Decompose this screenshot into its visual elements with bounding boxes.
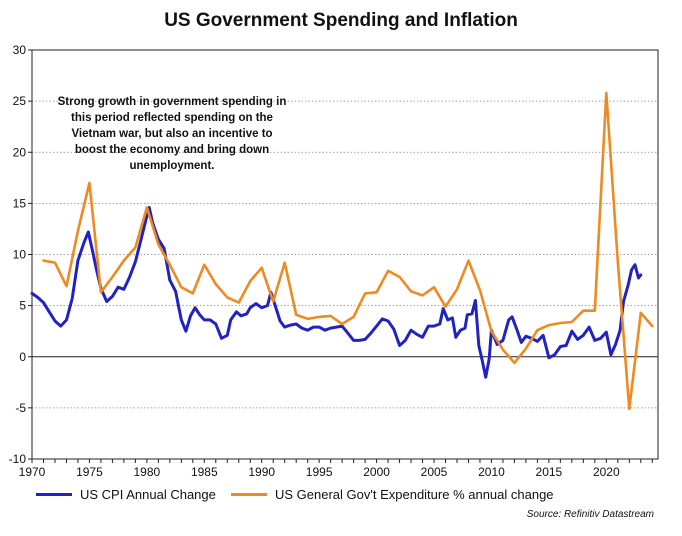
x-tick-label: 2000 [363,465,390,479]
legend-item-gov-expenditure: US General Gov't Expenditure % annual ch… [231,487,554,502]
x-tick-label: 1970 [19,465,46,479]
y-tick-label: 10 [13,248,27,262]
x-tick-label: 1990 [248,465,275,479]
x-tick-label: 2020 [593,465,620,479]
x-tick-label: 2015 [536,465,563,479]
legend-swatch-cpi [36,493,72,496]
series-line-cpi [30,206,643,379]
x-tick-label: 2005 [421,465,448,479]
y-tick-label: -10 [9,452,27,466]
y-tick-label: -5 [15,401,26,415]
x-tick-label: 1980 [134,465,161,479]
series-lines [30,91,654,411]
y-tick-label: 15 [13,196,27,210]
y-tick-label: 20 [13,145,27,159]
series-line-gov-expenditure [42,91,654,411]
x-tick-label: 1975 [76,465,103,479]
x-tick-label: 1995 [306,465,333,479]
y-tick-label: 5 [19,299,26,313]
x-tick-label: 1985 [191,465,218,479]
chart-annotation: Strong growth in government spending in … [57,96,287,172]
legend-swatch-gov-expenditure [231,493,267,496]
source-note: Source: Refinitiv Datastream [526,509,654,520]
y-tick-label: 30 [13,43,27,57]
x-tick-label: 2010 [478,465,505,479]
legend-label-cpi: US CPI Annual Change [80,487,216,502]
legend-item-cpi: US CPI Annual Change [36,487,216,502]
chart-title: US Government Spending and Inflation [164,10,518,31]
y-tick-label: 25 [13,94,27,108]
legend-label-gov-expenditure: US General Gov't Expenditure % annual ch… [275,487,554,502]
y-tick-label: 0 [19,350,26,364]
